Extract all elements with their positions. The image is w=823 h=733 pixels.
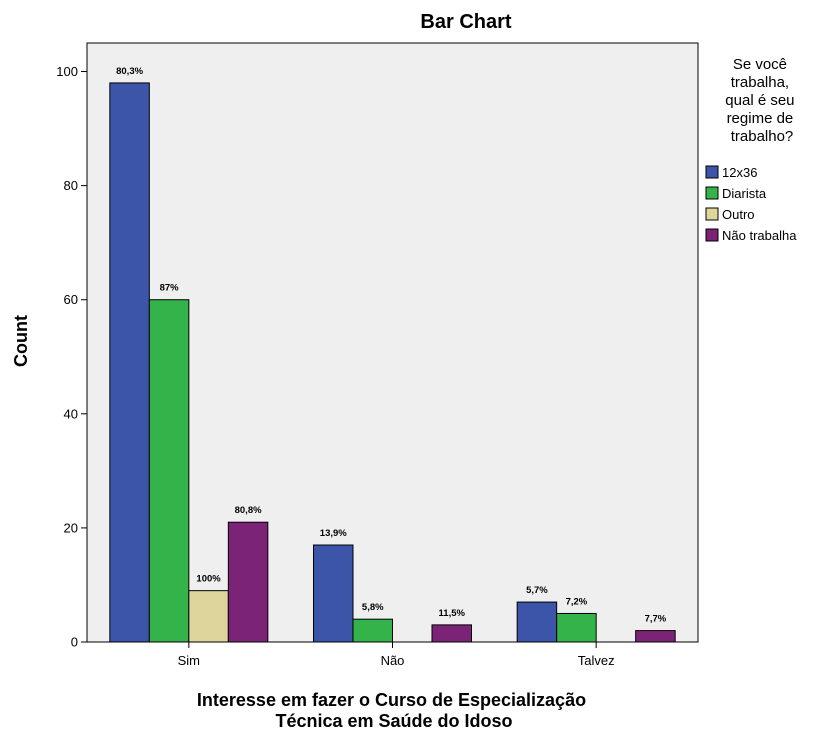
y-axis: 0 20 40 60 80 100 [56,64,87,650]
y-tick-label: 60 [64,292,78,307]
data-label: 7,7% [645,614,667,625]
bar [188,590,229,643]
legend-label: Não trabalha [722,228,797,243]
bar [352,618,393,643]
x-tick-label: Não [381,653,405,668]
x-axis-label-line: Técnica em Saúde do Idoso [275,711,512,731]
legend: Se você trabalha, qual é seu regime de t… [705,56,798,243]
data-label: 13,9% [320,528,347,539]
x-axis: Sim Não Talvez [178,642,615,668]
legend-swatch [705,228,719,242]
legend-title: Se você trabalha, qual é seu regime de t… [725,56,798,145]
data-label: 80,3% [116,66,143,77]
bar [556,612,597,643]
data-label: 100% [196,574,221,585]
chart-title: Bar Chart [420,11,511,33]
bar [313,544,354,643]
y-tick-label: 80 [64,178,78,193]
legend-title-line: trabalho? [731,128,794,145]
bar [109,82,150,643]
x-axis-label-line: Interesse em fazer o Curso de Especializ… [197,690,586,710]
data-label: 87% [160,283,180,294]
y-tick-label: 100 [56,64,78,79]
x-tick-label: Talvez [578,653,615,668]
bar [148,299,190,643]
legend-label: 12x36 [722,165,757,180]
legend-title-line: regime de [727,110,794,127]
bar [431,624,472,643]
data-label: 80,8% [235,505,262,516]
y-tick-label: 20 [64,520,78,535]
legend-swatch [705,165,719,179]
x-axis-label: Interesse em fazer o Curso de Especializ… [197,690,591,731]
bar [635,630,676,643]
bar [516,601,558,643]
y-axis-label: Count [11,315,31,367]
legend-swatch [705,207,719,221]
data-label: 7,2% [566,596,588,607]
legend-items: 12x36 Diarista Outro Não trabalha [705,165,797,243]
data-label: 5,7% [526,585,548,596]
legend-title-line: qual é seu [725,92,794,109]
legend-title-line: Se você [733,56,787,73]
bars-group [109,82,676,643]
x-tick-label: Sim [178,653,200,668]
data-label: 5,8% [362,602,384,613]
data-labels-group: 80,3% 87% 100% 80,8% 13,9% 5,8% 11,5% 5,7% 7,2% 7… [116,66,667,625]
data-label: 11,5% [439,608,466,619]
legend-label: Diarista [722,186,767,201]
bar [227,521,269,643]
legend-title-line: trabalha, [731,74,789,91]
legend-label: Outro [722,207,755,222]
legend-swatch [705,186,719,200]
y-tick-label: 40 [64,406,78,421]
y-tick-label: 0 [71,635,78,650]
